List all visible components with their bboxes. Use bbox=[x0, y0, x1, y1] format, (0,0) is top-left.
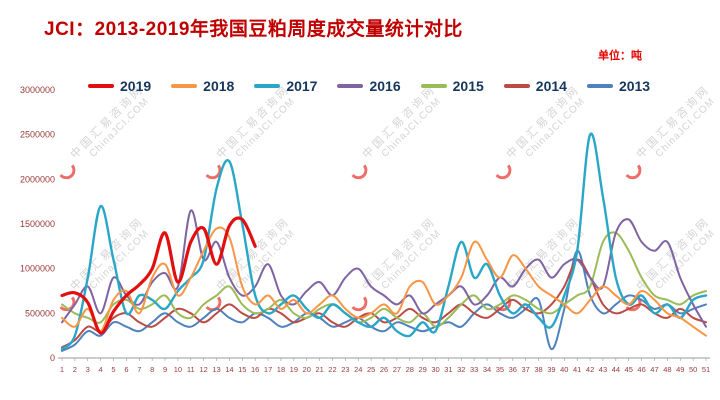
x-axis-tick-label: 4 bbox=[99, 365, 103, 374]
y-axis-tick-label: 3000000 bbox=[20, 85, 55, 95]
series-line-2014 bbox=[61, 258, 707, 349]
x-axis-tick-label: 1 bbox=[60, 365, 64, 374]
x-axis-tick-label: 13 bbox=[212, 365, 220, 374]
x-axis-tick-label: 36 bbox=[509, 365, 517, 374]
legend-item-2018: 2018 bbox=[171, 78, 234, 94]
x-axis-tick-label: 39 bbox=[547, 365, 555, 374]
x-axis-tick-label: 50 bbox=[689, 365, 697, 374]
x-axis-tick-label: 15 bbox=[238, 365, 246, 374]
legend-label-2017: 2017 bbox=[286, 78, 318, 94]
x-axis-tick-label: 14 bbox=[225, 365, 233, 374]
x-axis-tick-label: 40 bbox=[560, 365, 568, 374]
x-axis-tick-label: 28 bbox=[406, 365, 414, 374]
x-axis-tick-label: 18 bbox=[277, 365, 285, 374]
legend-label-2016: 2016 bbox=[369, 78, 401, 94]
unit-label: 单位：吨 bbox=[598, 50, 642, 62]
x-axis-tick-label: 43 bbox=[599, 365, 607, 374]
x-axis-tick-label: 29 bbox=[418, 365, 426, 374]
legend-swatch-2013 bbox=[586, 84, 613, 88]
x-axis-tick-label: 31 bbox=[444, 365, 452, 374]
x-axis-tick-label: 34 bbox=[483, 365, 491, 374]
x-axis-tick-label: 5 bbox=[111, 365, 115, 374]
x-axis-tick-label: 48 bbox=[663, 365, 671, 374]
x-axis-tick-label: 7 bbox=[137, 365, 141, 374]
legend-label-2014: 2014 bbox=[535, 78, 567, 94]
legend-label-2018: 2018 bbox=[203, 78, 235, 94]
x-axis-tick-label: 26 bbox=[380, 365, 388, 374]
x-axis-tick-label: 49 bbox=[676, 365, 684, 374]
x-axis-tick-label: 25 bbox=[367, 365, 375, 374]
x-axis-tick-label: 19 bbox=[290, 365, 298, 374]
x-axis-tick-label: 45 bbox=[625, 365, 633, 374]
legend-swatch-2019 bbox=[88, 84, 114, 88]
series-line-2015 bbox=[61, 231, 707, 328]
x-axis-tick-label: 38 bbox=[534, 365, 542, 374]
x-axis-tick-label: 42 bbox=[586, 365, 594, 374]
legend-item-2015: 2015 bbox=[420, 78, 484, 94]
x-axis-tick-label: 51 bbox=[702, 365, 710, 374]
series-line-2018 bbox=[61, 226, 707, 337]
y-axis-tick-label: 500000 bbox=[25, 308, 55, 318]
y-axis-tick-label: 1500000 bbox=[20, 219, 55, 229]
x-axis-tick-label: 17 bbox=[264, 365, 272, 374]
x-axis-tick-label: 8 bbox=[150, 365, 154, 374]
y-axis-tick-label: 2500000 bbox=[20, 130, 55, 140]
legend-label-2013: 2013 bbox=[618, 78, 651, 94]
x-axis-tick-label: 46 bbox=[637, 365, 645, 374]
x-axis-tick-label: 16 bbox=[251, 365, 259, 374]
x-axis-tick-label: 27 bbox=[393, 365, 401, 374]
y-axis-tick-label: 1000000 bbox=[20, 264, 55, 274]
x-axis-tick-label: 41 bbox=[573, 365, 581, 374]
x-axis-tick-label: 35 bbox=[496, 365, 504, 374]
series-line-2019 bbox=[60, 216, 257, 335]
x-axis-tick-label: 47 bbox=[650, 365, 658, 374]
legend-item-2017: 2017 bbox=[254, 78, 317, 94]
chart-title: JCI：2013-2019年我国豆粕周度成交量统计对比 bbox=[44, 19, 463, 40]
x-axis-tick-label: 22 bbox=[328, 365, 336, 374]
legend-swatch-2018 bbox=[171, 84, 198, 88]
legend-label-2015: 2015 bbox=[452, 78, 484, 94]
y-axis-tick-label: 0 bbox=[50, 353, 55, 363]
y-axis-tick-label: 2000000 bbox=[20, 174, 55, 184]
legend-item-2019: 2019 bbox=[88, 78, 151, 94]
x-axis-tick-label: 10 bbox=[174, 365, 182, 374]
legend-item-2014: 2014 bbox=[503, 78, 567, 94]
legend-swatch-2016 bbox=[337, 84, 364, 88]
legend-swatch-2014 bbox=[503, 84, 530, 88]
legend-item-2013: 2013 bbox=[586, 78, 651, 94]
x-axis-tick-label: 2 bbox=[73, 365, 77, 374]
chart-legend: 2019 2018 2017 2016 2015 2014 2013 bbox=[88, 78, 650, 94]
x-axis-tick-label: 44 bbox=[612, 365, 620, 374]
x-axis-tick-label: 3 bbox=[86, 365, 90, 374]
series-line-2017 bbox=[60, 132, 708, 351]
legend-label-2019: 2019 bbox=[120, 78, 152, 94]
x-axis-tick-label: 9 bbox=[163, 365, 167, 374]
x-axis-tick-label: 23 bbox=[341, 365, 349, 374]
legend-swatch-2015 bbox=[420, 84, 447, 88]
x-axis-tick-label: 33 bbox=[470, 365, 478, 374]
x-axis-tick-label: 24 bbox=[354, 365, 362, 374]
legend-swatch-2017 bbox=[254, 84, 281, 88]
x-axis-tick-label: 20 bbox=[303, 365, 311, 374]
x-axis-tick-label: 37 bbox=[522, 365, 530, 374]
x-axis-tick-label: 11 bbox=[187, 365, 195, 374]
x-axis-tick-label: 32 bbox=[457, 365, 465, 374]
x-axis-tick-label: 30 bbox=[431, 365, 439, 374]
x-axis-tick-label: 21 bbox=[315, 365, 323, 374]
legend-item-2016: 2016 bbox=[337, 78, 401, 94]
x-axis-tick-label: 12 bbox=[200, 365, 208, 374]
x-axis-tick-label: 6 bbox=[124, 365, 128, 374]
